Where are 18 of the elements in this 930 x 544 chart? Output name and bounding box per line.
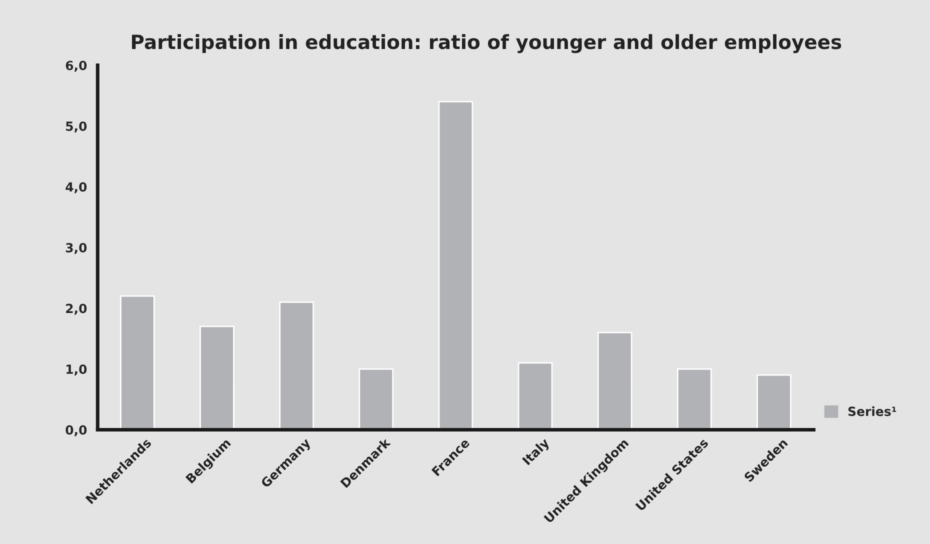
y-tick-label: 2,0 bbox=[66, 304, 87, 315]
y-tick-label: 6,0 bbox=[66, 60, 87, 72]
y-tick-label: 3,0 bbox=[66, 242, 87, 254]
bar bbox=[358, 368, 394, 430]
y-tick-label: 4,0 bbox=[66, 182, 87, 194]
chart-title: Participation in education: ratio of younger and older employees bbox=[132, 34, 842, 54]
bar bbox=[120, 295, 155, 430]
y-tick-label: 0,0 bbox=[66, 425, 87, 436]
bar bbox=[597, 332, 632, 430]
legend-label: Series¹ bbox=[848, 406, 896, 416]
bar bbox=[279, 301, 314, 430]
bar bbox=[200, 326, 234, 430]
y-tick-label: 5,0 bbox=[66, 122, 87, 133]
bar bbox=[518, 362, 553, 430]
y-tick-label: 1,0 bbox=[66, 364, 87, 376]
bar bbox=[676, 368, 712, 430]
bar bbox=[756, 374, 792, 430]
bar bbox=[438, 101, 474, 430]
